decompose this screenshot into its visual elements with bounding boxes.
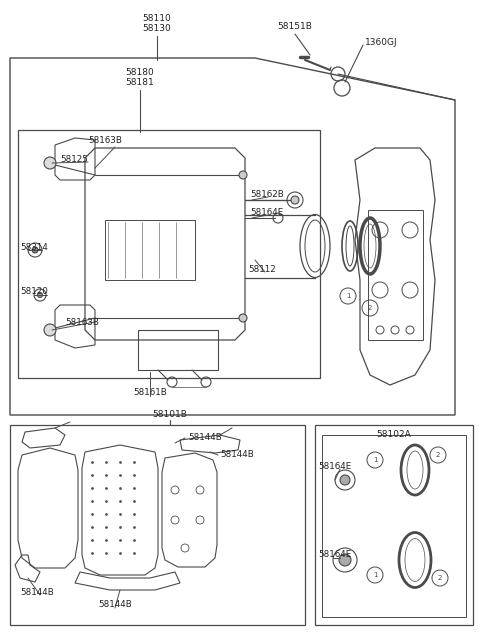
Text: 1: 1	[346, 293, 350, 299]
Text: 58161B: 58161B	[133, 388, 167, 397]
Ellipse shape	[405, 538, 425, 581]
Bar	[18, 130, 320, 378]
Text: 58144B: 58144B	[98, 600, 132, 609]
Circle shape	[44, 324, 56, 336]
Text: 58144B: 58144B	[20, 588, 54, 597]
Circle shape	[367, 452, 383, 468]
Text: 58180: 58180	[126, 68, 155, 77]
Bar	[322, 435, 466, 617]
Circle shape	[430, 447, 446, 463]
Text: 58144B: 58144B	[220, 450, 254, 459]
Text: 58144B: 58144B	[188, 433, 222, 442]
Circle shape	[362, 300, 378, 316]
Text: 58314: 58314	[20, 243, 48, 252]
Ellipse shape	[407, 451, 423, 489]
Text: 58125: 58125	[60, 155, 88, 164]
Text: 58130: 58130	[143, 24, 171, 33]
Text: 58163B: 58163B	[65, 318, 99, 327]
Text: 58163B: 58163B	[88, 136, 122, 145]
Text: 58110: 58110	[143, 14, 171, 23]
Text: 58164E: 58164E	[250, 208, 283, 217]
Text: 1360GJ: 1360GJ	[365, 38, 397, 47]
Circle shape	[432, 570, 448, 586]
Circle shape	[339, 554, 351, 566]
Text: 2: 2	[438, 575, 442, 581]
Circle shape	[340, 475, 350, 485]
Circle shape	[239, 171, 247, 179]
Bar	[315, 425, 473, 625]
Circle shape	[340, 288, 356, 304]
Circle shape	[37, 292, 43, 297]
Text: 58101B: 58101B	[153, 410, 187, 419]
Bar	[138, 330, 218, 370]
Text: 2: 2	[368, 305, 372, 311]
Text: 58181: 58181	[126, 78, 155, 87]
Text: 1: 1	[373, 572, 377, 578]
Ellipse shape	[364, 224, 376, 268]
Circle shape	[239, 314, 247, 322]
Text: 58162B: 58162B	[250, 190, 284, 199]
Circle shape	[44, 157, 56, 169]
Text: 58112: 58112	[248, 265, 276, 274]
Bar	[10, 425, 305, 625]
Circle shape	[32, 247, 38, 253]
Text: 1: 1	[373, 457, 377, 463]
Text: 58164E: 58164E	[318, 462, 351, 471]
Text: 58120: 58120	[20, 287, 48, 296]
Circle shape	[291, 196, 299, 204]
Circle shape	[367, 567, 383, 583]
Text: 58151B: 58151B	[277, 22, 312, 31]
Text: 58164E: 58164E	[318, 550, 351, 559]
Text: 2: 2	[436, 452, 440, 458]
Bar	[368, 210, 423, 340]
Text: 58102A: 58102A	[377, 430, 411, 439]
Bar	[105, 220, 195, 280]
